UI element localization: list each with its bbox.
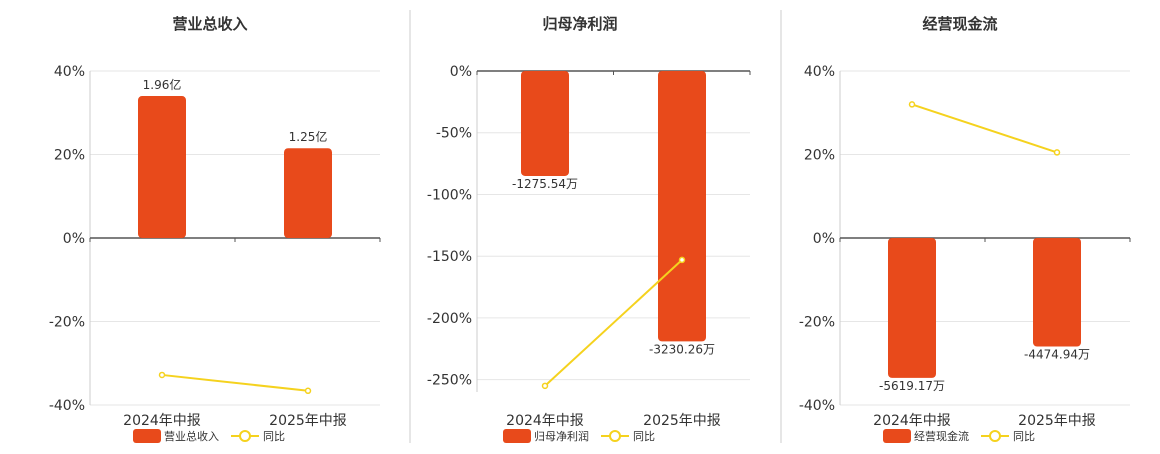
y-tick-label: 0% bbox=[813, 231, 835, 247]
chart-title: 营业总收入 bbox=[172, 15, 247, 33]
yoy-point bbox=[678, 256, 686, 264]
y-tick-label: 20% bbox=[54, 148, 85, 164]
legend: 营业总收入 同比 bbox=[133, 429, 285, 443]
yoy-line bbox=[161, 373, 309, 392]
yoy-point bbox=[158, 371, 166, 379]
legend-line-label: 同比 bbox=[263, 430, 285, 443]
bar-value-label: -3230.26万 bbox=[649, 342, 715, 356]
bar-value-label: -4474.94万 bbox=[1024, 348, 1090, 362]
bar-value-label: -5619.17万 bbox=[879, 379, 945, 393]
y-tick-label: -20% bbox=[799, 315, 835, 331]
legend-bar-swatch bbox=[133, 429, 161, 443]
y-tick-label: -250% bbox=[427, 373, 472, 389]
yoy-point bbox=[304, 387, 312, 395]
yoy-line bbox=[911, 103, 1058, 154]
chart-panel-2: 归母净利润 -250% -200% -150% -100% -50% 0% -1275.54万… bbox=[427, 15, 751, 443]
chart-panel-3: 经营现金流 -40% -20% 0% 20% 40% -5619.17万 -4474.94万 2… bbox=[799, 15, 1131, 443]
bar-value-label: -1275.54万 bbox=[512, 177, 578, 191]
legend-line-marker bbox=[989, 430, 1001, 442]
y-tick-label: 0% bbox=[63, 231, 85, 247]
y-tick-label: -40% bbox=[49, 398, 85, 414]
legend-line-label: 同比 bbox=[1013, 430, 1035, 443]
y-tick-label: -100% bbox=[427, 187, 472, 203]
y-tick-label: 20% bbox=[804, 148, 835, 164]
legend-line-label: 同比 bbox=[633, 430, 655, 443]
bar bbox=[521, 71, 569, 176]
bar bbox=[888, 238, 936, 378]
legend-bar-swatch bbox=[883, 429, 911, 443]
bar-value-label: 1.96亿 bbox=[143, 77, 182, 92]
y-tick-label: 40% bbox=[804, 64, 835, 80]
x-tick-label: 2025年中报 bbox=[643, 413, 721, 429]
y-tick-label: -40% bbox=[799, 398, 835, 414]
legend: 经营现金流 同比 bbox=[883, 429, 1035, 443]
chart-panel-1: 营业总收入 -40% -20% 0% 20% 40% 1.96亿 1.25亿 2024年中报 20… bbox=[49, 15, 381, 443]
bar bbox=[658, 71, 706, 342]
legend-bar-label: 归母净利润 bbox=[534, 429, 589, 443]
yoy-point bbox=[908, 101, 916, 108]
x-tick-label: 2024年中报 bbox=[123, 413, 201, 429]
y-tick-label: -20% bbox=[49, 315, 85, 331]
legend-bar-swatch bbox=[503, 429, 531, 443]
bar bbox=[138, 96, 186, 238]
legend-line-marker bbox=[239, 430, 251, 442]
legend: 归母净利润 同比 bbox=[503, 429, 655, 443]
chart-title: 经营现金流 bbox=[922, 15, 997, 33]
yoy-line bbox=[544, 259, 683, 387]
x-tick-label: 2025年中报 bbox=[269, 413, 347, 429]
x-tick-label: 2024年中报 bbox=[873, 413, 951, 429]
y-tick-label: -50% bbox=[436, 126, 472, 142]
yoy-point bbox=[1053, 149, 1061, 156]
bar bbox=[284, 148, 332, 238]
legend-line-marker bbox=[609, 430, 621, 442]
bar-value-label: 1.25亿 bbox=[289, 129, 328, 144]
y-tick-label: -200% bbox=[427, 311, 472, 327]
yoy-point bbox=[541, 382, 549, 390]
y-tick-label: 40% bbox=[54, 64, 85, 80]
bar bbox=[1033, 238, 1081, 347]
x-tick-label: 2024年中报 bbox=[506, 413, 584, 429]
legend-bar-label: 经营现金流 bbox=[914, 429, 969, 443]
y-tick-label: 0% bbox=[450, 64, 472, 80]
y-tick-label: -150% bbox=[427, 249, 472, 265]
x-tick-label: 2025年中报 bbox=[1018, 413, 1096, 429]
legend-bar-label: 营业总收入 bbox=[164, 429, 219, 443]
chart-title: 归母净利润 bbox=[542, 15, 617, 33]
